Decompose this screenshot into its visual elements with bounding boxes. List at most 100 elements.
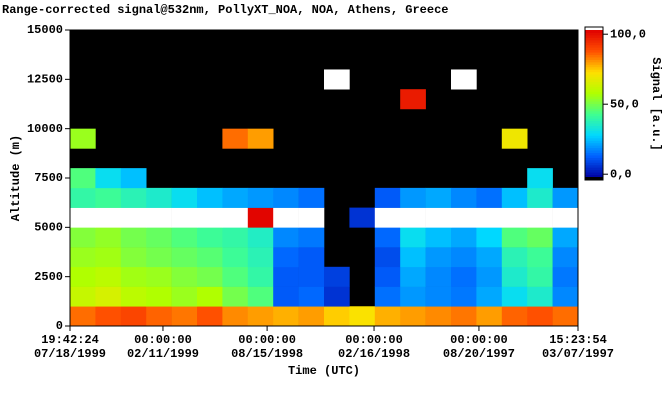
heatmap-cell: [197, 187, 223, 208]
heatmap-cell: [451, 306, 477, 327]
colorbar-segment: [585, 137, 603, 141]
colorbar-segment: [585, 96, 603, 100]
colorbar-segment: [585, 61, 603, 65]
heatmap-cell: [451, 227, 477, 248]
heatmap-cell: [400, 266, 426, 287]
heatmap-cell: [298, 227, 325, 248]
colorbar-segment: [585, 76, 603, 80]
heatmap-cell: [374, 247, 401, 268]
colorbar-segment: [585, 103, 603, 107]
heatmap-cell: [400, 207, 426, 228]
heatmap-cell: [273, 187, 299, 208]
heatmap-cell: [247, 128, 274, 149]
y-tick-label: 15000: [27, 23, 63, 37]
heatmap-cell: [298, 247, 325, 268]
heatmap-cell: [374, 306, 401, 327]
colorbar-segment: [585, 39, 603, 43]
x-tick-time: 19:42:24: [41, 333, 99, 347]
colorbar-segment: [585, 59, 603, 63]
colorbar-segment: [585, 52, 603, 55]
x-tick-date: 08/20/1997: [443, 347, 515, 361]
colorbar-segment: [585, 93, 603, 97]
y-axis-label: Altitude (m): [9, 135, 23, 221]
heatmap-cell: [298, 187, 325, 208]
heatmap-cell: [273, 286, 299, 307]
heatmap-cell: [197, 266, 223, 287]
heatmap-cell: [527, 286, 553, 307]
heatmap-cell: [501, 286, 528, 307]
heatmap-cell: [146, 306, 172, 327]
heatmap-cell: [476, 306, 503, 327]
y-tick-label: 2500: [34, 270, 63, 284]
colorbar-segment: [585, 110, 603, 114]
heatmap-cell: [425, 306, 452, 327]
heatmap-cell: [222, 128, 249, 149]
colorbar-segment: [585, 108, 603, 112]
colorbar-segment: [585, 162, 603, 166]
heatmap-cell: [349, 207, 376, 228]
colorbar-tick-label: 50,0: [610, 97, 639, 111]
colorbar-segment: [585, 37, 603, 41]
colorbar-segment: [585, 123, 603, 127]
colorbar-segment: [585, 164, 603, 168]
y-tick-label: 12500: [27, 73, 63, 87]
heatmap-cell: [476, 266, 503, 287]
heatmap-cell: [324, 69, 350, 90]
heatmap-cell: [501, 227, 528, 248]
heatmap-cell: [425, 187, 452, 208]
colorbar-over: [585, 27, 603, 30]
x-tick-time: 00:00:00: [450, 333, 508, 347]
heatmap-cell: [501, 128, 528, 149]
colorbar-segment: [585, 130, 603, 134]
colorbar-segment: [585, 147, 603, 151]
colorbar-segment: [585, 71, 603, 75]
heatmap-cell: [247, 247, 274, 268]
colorbar-segment: [585, 34, 603, 38]
heatmap-cell: [95, 187, 122, 208]
heatmap-cell: [374, 187, 401, 208]
colorbar-segment: [585, 91, 603, 95]
heatmap-cell: [95, 207, 122, 228]
heatmap-cell: [146, 187, 172, 208]
heatmap-cell: [451, 266, 477, 287]
heatmap-cell: [171, 266, 198, 287]
heatmap-cell: [171, 187, 198, 208]
colorbar-tick-label: 0,0: [610, 167, 632, 181]
heatmap-cell: [95, 266, 122, 287]
heatmap-cell: [400, 187, 426, 208]
colorbar-segment: [585, 74, 603, 78]
colorbar-segment: [585, 69, 603, 73]
heatmap-cell: [70, 128, 96, 149]
x-tick-date: 02/11/1999: [127, 347, 199, 361]
heatmap-cell: [552, 286, 579, 307]
heatmap-cell: [222, 207, 249, 228]
heatmap-cell: [120, 207, 147, 228]
colorbar-segment: [585, 105, 603, 109]
colorbar-segment: [585, 88, 603, 92]
x-axis-label: Time (UTC): [288, 364, 360, 378]
colorbar-segment: [585, 120, 603, 124]
y-tick-label: 10000: [27, 122, 63, 136]
chart-title: Range-corrected signal@532nm, PollyXT_NO…: [2, 3, 448, 17]
colorbar-segment: [585, 101, 603, 104]
heatmap-cell: [527, 266, 553, 287]
heatmap-cell: [501, 207, 528, 228]
heatmap-cell: [146, 266, 172, 287]
heatmap-cell: [70, 227, 96, 248]
heatmap-cell: [527, 247, 553, 268]
heatmap-cell: [70, 168, 96, 189]
heatmap-cell: [171, 227, 198, 248]
heatmap-cell: [222, 187, 249, 208]
heatmap-cell: [552, 247, 579, 268]
colorbar-segment: [585, 157, 603, 161]
heatmap-cell: [349, 306, 376, 327]
colorbar-segment: [585, 159, 603, 163]
heatmap-cell: [273, 227, 299, 248]
heatmap-cell: [171, 306, 198, 327]
heatmap-cell: [222, 286, 249, 307]
heatmap-cell: [501, 306, 528, 327]
colorbar-segment: [585, 83, 603, 87]
heatmap-cell: [527, 187, 553, 208]
heatmap-cell: [247, 227, 274, 248]
colorbar-segment: [585, 145, 603, 149]
